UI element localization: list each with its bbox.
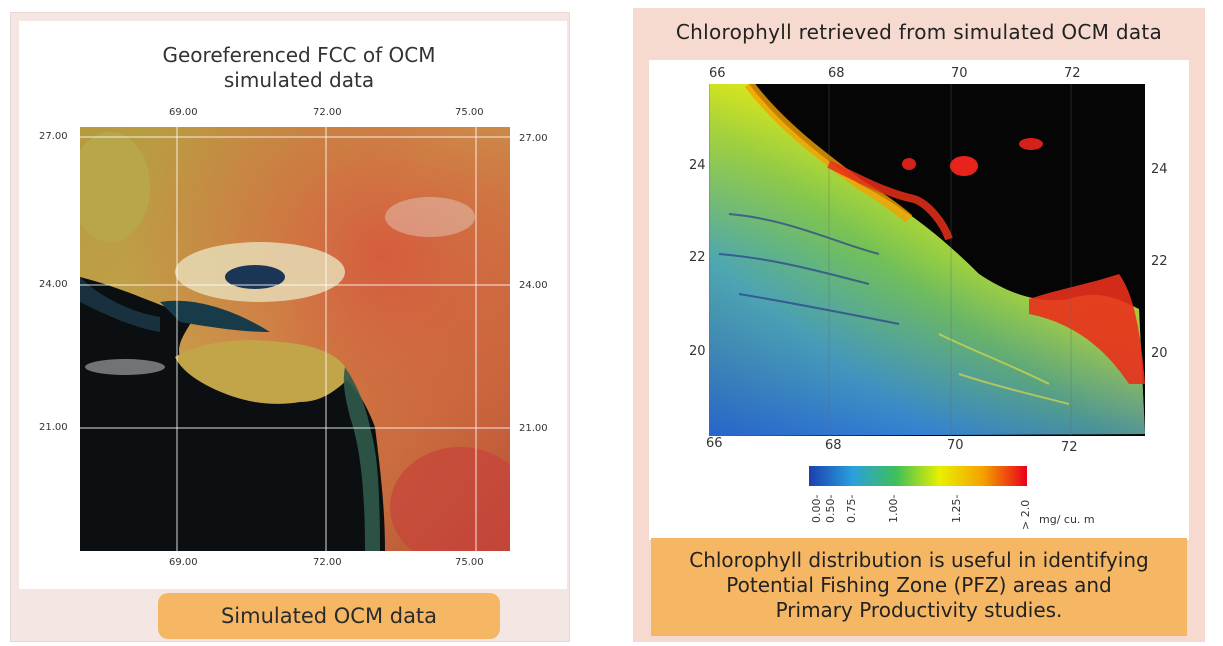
chl-inland-patch — [1019, 138, 1043, 150]
fcc-shallow-water — [80, 277, 160, 332]
chl-right-tick: 22 — [1151, 254, 1168, 269]
fcc-left-tick: 27.00 — [39, 131, 68, 142]
colorbar-label: 1.25- — [950, 494, 963, 523]
fcc-caption: Simulated OCM data — [158, 593, 500, 639]
chlorophyll-title: Chlorophyll retrieved from simulated OCM… — [675, 20, 1163, 44]
chl-top-tick: 68 — [828, 66, 845, 81]
chl-bottom-tick: 68 — [825, 438, 842, 453]
fcc-gulf-of-khambhat — [343, 367, 380, 551]
fcc-bottom-tick: 69.00 — [169, 557, 198, 568]
chl-bottom-tick: 70 — [947, 438, 964, 453]
fcc-left-tick: 21.00 — [39, 422, 68, 433]
fcc-red-region — [390, 447, 510, 551]
fcc-bottom-tick: 72.00 — [313, 557, 342, 568]
chl-khambhat-high — [1029, 274, 1145, 384]
chl-left-tick: 24 — [689, 158, 706, 173]
fcc-title: Georeferenced FCC of OCM simulated data — [149, 43, 449, 93]
fcc-gulf-of-kutch — [160, 300, 270, 332]
fcc-right-tick: 27.00 — [519, 133, 548, 144]
chl-right-tick: 20 — [1151, 346, 1168, 361]
chlorophyll-caption-line3: Primary Productivity studies. — [775, 598, 1063, 622]
chlorophyll-panel: Chlorophyll retrieved from simulated OCM… — [633, 8, 1205, 642]
chlorophyll-map-card: 66 68 70 72 66 68 70 72 24 22 20 24 22 2… — [649, 60, 1189, 540]
colorbar-label: > 2.0 — [1019, 499, 1032, 530]
fcc-top-tick: 75.00 — [455, 107, 484, 118]
fcc-map-card: Georeferenced FCC of OCM simulated data … — [19, 21, 567, 589]
chlorophyll-caption: Chlorophyll distribution is useful in id… — [651, 538, 1187, 636]
fcc-saurashtra-peninsula — [175, 340, 350, 404]
fcc-desert-region — [80, 132, 150, 242]
chl-coastal-filaments — [938, 333, 1070, 405]
chl-eddy-streaks — [718, 213, 900, 325]
colorbar-gradient — [809, 466, 1027, 486]
colorbar-label: 0.50- — [824, 494, 837, 523]
chl-top-tick: 72 — [1064, 66, 1081, 81]
chlorophyll-caption-line1: Chlorophyll distribution is useful in id… — [689, 548, 1149, 572]
fcc-right-tick: 24.00 — [519, 280, 548, 291]
fcc-satellite-image — [80, 127, 510, 551]
chl-left-tick: 20 — [689, 344, 706, 359]
fcc-salt-flat-water — [225, 265, 285, 289]
fcc-cloud — [385, 197, 475, 237]
fcc-sea — [80, 277, 385, 551]
chl-left-tick: 22 — [689, 250, 706, 265]
colorbar-label: 1.00- — [887, 494, 900, 523]
chl-sea-overlay — [709, 84, 1145, 436]
chl-inland-patch — [950, 156, 978, 176]
fcc-top-tick: 69.00 — [169, 107, 198, 118]
fcc-cloud — [85, 359, 165, 375]
chl-top-tick: 70 — [951, 66, 968, 81]
fcc-panel: Georeferenced FCC of OCM simulated data … — [10, 12, 570, 642]
fcc-bottom-tick: 75.00 — [455, 557, 484, 568]
fcc-title-line1: Georeferenced FCC of OCM — [162, 43, 436, 67]
chlorophyll-colorbar — [809, 466, 1027, 486]
fcc-title-line2: simulated data — [223, 68, 375, 92]
fcc-left-tick: 24.00 — [39, 279, 68, 290]
chlorophyll-caption-line2: Potential Fishing Zone (PFZ) areas and — [726, 573, 1112, 597]
chl-right-tick: 24 — [1151, 162, 1168, 177]
colorbar-label: 0.00- — [810, 494, 823, 523]
colorbar-unit: mg/ cu. m — [1039, 513, 1095, 526]
chl-top-tick: 66 — [709, 66, 726, 81]
chl-bottom-tick: 66 — [706, 436, 723, 451]
fcc-top-tick: 72.00 — [313, 107, 342, 118]
chl-gulf-kutch-high — [827, 160, 953, 241]
chlorophyll-map-image — [709, 84, 1145, 436]
fcc-right-tick: 21.00 — [519, 423, 548, 434]
colorbar-label: 0.75- — [845, 494, 858, 523]
chl-inland-patch — [902, 158, 916, 170]
chl-bottom-tick: 72 — [1061, 440, 1078, 455]
